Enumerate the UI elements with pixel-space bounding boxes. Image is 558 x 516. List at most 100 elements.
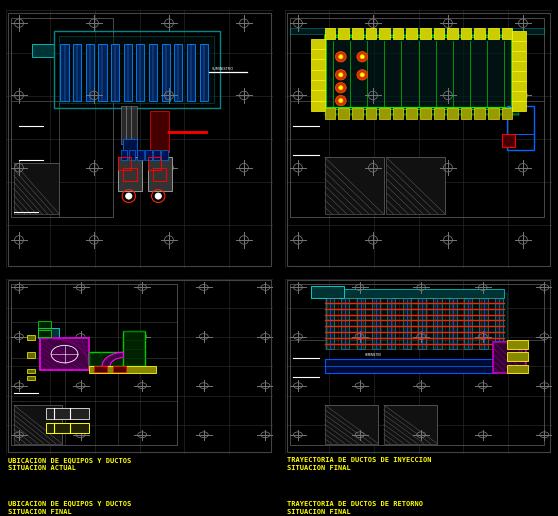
Bar [434,28,444,39]
Circle shape [339,86,343,90]
Bar [507,340,528,349]
Bar [311,49,325,59]
Bar [352,108,363,119]
Bar [311,101,325,111]
Circle shape [360,55,364,59]
Bar [338,28,349,39]
Bar [325,36,512,108]
Bar [325,157,384,214]
Bar [137,150,143,160]
Bar [325,359,496,374]
Bar [27,369,35,374]
Bar [512,31,526,41]
Bar [27,352,35,358]
Bar [447,108,458,119]
Bar [512,51,526,61]
Bar [94,366,107,372]
Bar [200,44,208,101]
Bar [46,423,89,433]
Bar [406,108,417,119]
Bar [379,108,390,119]
Circle shape [335,70,346,80]
Bar [418,298,426,349]
Bar [145,150,152,160]
Bar [488,108,499,119]
Bar [54,31,220,108]
Circle shape [357,52,368,62]
Wedge shape [102,352,123,366]
Bar [123,139,137,160]
Bar [27,376,35,380]
Bar [126,106,132,144]
Bar [461,28,472,39]
Text: UBICACION DE EQUIPOS Y DUCTOS
SITUACION FINAL: UBICACION DE EQUIPOS Y DUCTOS SITUACION … [8,501,132,514]
Bar [311,286,344,298]
Bar [417,298,427,349]
Bar [326,298,334,349]
Bar [98,44,107,101]
Bar [325,31,518,114]
Bar [328,298,338,349]
Bar [493,342,526,374]
Bar [147,157,161,170]
Bar [406,28,417,39]
Bar [512,61,526,71]
Bar [123,168,137,181]
Text: SUMINISTRO: SUMINISTRO [212,67,234,71]
Bar [124,44,132,101]
Bar [435,298,445,349]
Bar [379,28,390,39]
Bar [290,28,545,34]
Bar [11,284,177,445]
Bar [470,298,481,349]
Bar [27,335,35,340]
Circle shape [357,70,368,80]
Bar [345,298,356,349]
Bar [32,44,54,57]
Bar [372,298,380,349]
Bar [325,293,507,349]
Bar [123,331,145,366]
Bar [488,28,499,39]
Bar [311,70,325,80]
Bar [40,330,51,336]
Bar [162,44,170,101]
Bar [11,18,113,217]
Circle shape [339,73,343,77]
Bar [311,39,325,49]
Bar [447,28,458,39]
Text: SUMINISTRO: SUMINISTRO [365,353,382,357]
Bar [512,80,526,91]
Bar [132,106,137,144]
Bar [13,405,62,444]
Circle shape [339,55,343,59]
Circle shape [126,193,132,199]
Circle shape [339,99,343,103]
Bar [393,108,403,119]
Bar [461,108,472,119]
Bar [384,405,437,444]
Bar [311,90,325,101]
Bar [393,28,403,39]
Bar [38,330,51,336]
Bar [507,106,533,150]
Bar [147,157,172,191]
Bar [13,163,59,214]
Text: UBICACION DE EQUIPOS Y DUCTOS
SITUACION ACTUAL: UBICACION DE EQUIPOS Y DUCTOS SITUACION … [8,457,132,471]
Bar [341,298,349,349]
Bar [365,28,376,39]
Bar [46,409,89,419]
Bar [121,106,126,144]
Bar [338,108,349,119]
Bar [60,44,69,101]
Bar [357,298,365,349]
Bar [150,111,169,152]
Bar [118,157,132,170]
Text: TRAYECTORIA DE DUCTOS DE RETORNO
SITUACION FINAL: TRAYECTORIA DE DUCTOS DE RETORNO SITUACI… [287,501,424,514]
Bar [38,321,51,328]
Bar [325,108,335,119]
Bar [495,298,503,349]
Circle shape [335,52,346,62]
Bar [387,298,396,349]
Bar [488,298,499,349]
